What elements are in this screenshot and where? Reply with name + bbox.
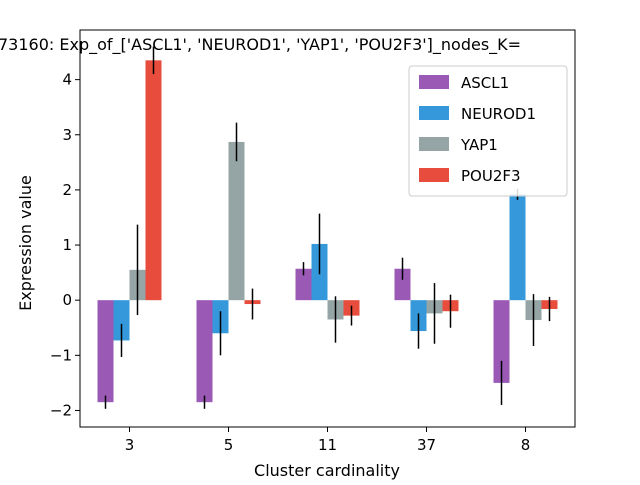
legend-label-yap1: YAP1 [460, 136, 498, 154]
x-tick-label: 11 [318, 436, 337, 454]
legend-box [408, 65, 568, 197]
legend: ASCL1 NEUROD1 YAP1 POU2F3 [408, 65, 568, 197]
x-tick-label: 37 [417, 436, 436, 454]
y-axis-label: Expression value [16, 175, 35, 311]
plot-area: −2 −1 0 1 2 3 4 3 5 11 37 8 [50, 29, 576, 454]
bar-yap1-5 [228, 141, 245, 301]
bar-ascl1-5 [196, 300, 213, 403]
y-tick-label: 1 [62, 236, 72, 254]
x-tick-label: 5 [224, 436, 234, 454]
y-tick-label: 2 [62, 181, 72, 199]
chart-title: 73160: Exp_of_['ASCL1', 'NEUROD1', 'YAP1… [0, 35, 521, 55]
x-tick-label: 3 [125, 436, 135, 454]
legend-swatch-pou2f3 [419, 168, 449, 182]
bar-ascl1-11 [295, 268, 312, 301]
bar-ascl1-3 [97, 300, 114, 403]
y-tick-label: 0 [62, 291, 72, 309]
legend-swatch-neurod1 [419, 106, 449, 120]
legend-label-neurod1: NEUROD1 [461, 105, 536, 123]
bar-neurod1-8 [509, 194, 526, 301]
y-tick-label: −2 [50, 401, 72, 419]
bar-ascl1-37 [394, 268, 411, 301]
legend-label-ascl1: ASCL1 [461, 74, 509, 92]
y-tick-label: 4 [62, 71, 72, 89]
bar-pou2f3-3 [145, 60, 162, 301]
x-tick-label: 8 [521, 436, 531, 454]
bar-neurod1-3 [113, 300, 130, 341]
legend-swatch-yap1 [419, 137, 449, 151]
x-axis-label: Cluster cardinality [254, 461, 400, 480]
y-tick-label: −1 [50, 346, 72, 364]
y-tick-label: 3 [62, 126, 72, 144]
bar-ascl1-8 [493, 300, 510, 383]
legend-swatch-ascl1 [419, 75, 449, 89]
legend-label-pou2f3: POU2F3 [461, 167, 521, 185]
